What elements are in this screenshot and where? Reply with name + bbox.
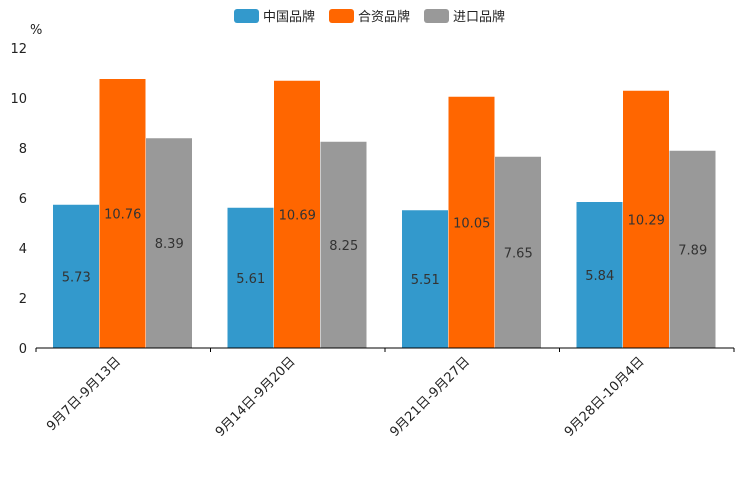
legend-swatch	[329, 9, 354, 23]
bar[interactable]	[495, 156, 541, 348]
legend-swatch	[234, 9, 259, 23]
bar-value-label: 5.73	[62, 270, 91, 285]
bar[interactable]	[99, 79, 146, 348]
bar[interactable]	[227, 207, 274, 348]
x-tick-label: 9月7日-9月13日	[44, 354, 124, 434]
x-axis: 9月7日-9月13日 9月14日-9月20日 9月21日-9月27日 9月28日-10…	[35, 347, 735, 440]
y-tick-label: 12	[10, 42, 27, 57]
bar[interactable]	[623, 90, 669, 348]
y-tick-label: 6	[19, 192, 27, 207]
x-tick-label: 9月21日-9月27日	[387, 354, 473, 440]
bar-value-label: 10.29	[628, 213, 665, 228]
legend-swatch	[424, 9, 449, 23]
bar[interactable]	[576, 202, 623, 348]
value-labels: 5.73 10.76 8.39 5.61 10.69 8.25 5.51 10.05 7.65 5…	[62, 208, 707, 289]
bars	[53, 79, 716, 348]
bar[interactable]	[320, 141, 367, 348]
bar-value-label: 5.84	[585, 269, 614, 284]
bar-value-label: 8.39	[155, 237, 184, 252]
bar-value-label: 7.89	[678, 243, 707, 258]
legend: 中国品牌 合资品牌 进口品牌	[234, 9, 505, 25]
bar[interactable]	[448, 96, 495, 348]
bar-value-label: 5.61	[236, 272, 265, 287]
legend-label[interactable]: 进口品牌	[453, 9, 505, 25]
y-tick-label: 2	[19, 292, 27, 307]
x-tick-label: 9月14日-9月20日	[213, 354, 299, 440]
bar[interactable]	[669, 150, 716, 348]
legend-label[interactable]: 合资品牌	[358, 9, 410, 25]
bar-value-label: 10.69	[279, 208, 316, 223]
y-axis-unit-label: %	[30, 23, 42, 38]
legend-label[interactable]: 中国品牌	[263, 9, 315, 25]
bar[interactable]	[402, 210, 448, 348]
bar-value-label: 5.51	[411, 273, 440, 288]
bar-value-label: 10.05	[453, 216, 490, 231]
y-tick-label: 0	[19, 342, 27, 357]
y-axis: 0 2 4 6 8 10 12	[10, 42, 27, 357]
bar-value-label: 7.65	[504, 246, 533, 261]
x-tick-label: 9月28日-10月4日	[562, 354, 648, 440]
bar-value-label: 8.25	[329, 239, 358, 254]
y-tick-label: 8	[19, 142, 27, 157]
y-tick-label: 10	[10, 92, 27, 107]
bar[interactable]	[274, 80, 320, 348]
bar[interactable]	[53, 204, 99, 348]
y-tick-label: 4	[19, 242, 27, 257]
bar-value-label: 10.76	[104, 208, 141, 223]
bar[interactable]	[146, 138, 192, 348]
